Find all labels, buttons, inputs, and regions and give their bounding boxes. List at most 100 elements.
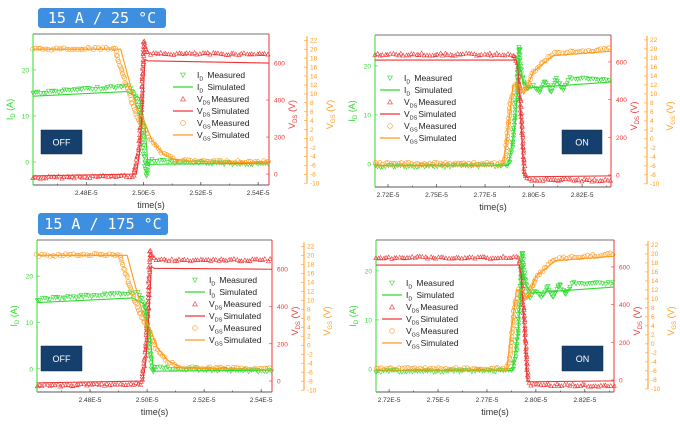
triangle-up-marker [605,177,611,183]
triangle-up-marker [419,253,425,259]
vgs-tick-label: 18 [307,262,315,269]
triangle-down-marker [532,86,539,92]
legend-subscript: GS [215,330,223,336]
legend-subscript: DS [203,113,211,119]
circle-marker [405,365,411,371]
vds-tick-label: 0 [616,172,620,179]
vgs-tick-label: 4 [307,325,311,332]
triangle-up-marker [515,254,521,260]
simulated-series [32,48,270,177]
triangle-up-marker [109,381,115,387]
vgs-tick-label: 4 [650,118,654,125]
triangle-down-marker [532,289,538,294]
vgs-tick-label: 22 [650,37,658,44]
triangle-down-marker [585,77,591,83]
triangle-down-marker [580,75,586,81]
legend-text: Measured [418,97,456,107]
triangle-down-marker [565,78,571,84]
x-tick-label: 2.52E-5 [189,190,212,197]
circle-marker [136,310,142,316]
triangle-up-marker [466,50,472,56]
legend-label: ID Simulated [209,287,257,300]
triangle-up-marker [573,177,579,183]
triangle-up-marker [434,51,440,57]
vgs-tick-label: 2 [651,332,655,339]
circle-marker [202,366,208,372]
triangle-up-marker [556,382,562,388]
triangle-up-marker [133,156,139,162]
legend-subscript: DS [203,101,211,107]
triangle-down-marker [62,296,68,301]
legend-label: VGSMeasured [404,121,457,134]
triangle-up-marker [570,381,576,387]
triangle-up-marker [545,176,551,182]
triangle-up-marker [147,247,154,253]
triangle-up-marker [200,257,206,262]
triangle-up-marker [478,51,484,57]
triangle-down-marker [77,86,83,92]
vds-tick-label: 600 [277,267,288,274]
circle-marker [39,252,45,257]
circle-marker [47,253,53,259]
axis-subscript: DS [293,115,299,123]
triangle-down-marker [82,86,88,91]
triangle-up-marker [377,52,383,58]
triangle-up-marker [207,51,213,57]
vgs-tick-label: 8 [651,305,655,312]
triangle-up-marker [529,177,535,183]
triangle-up-marker [435,254,442,260]
vgs-simulated-line [376,255,615,372]
triangle-up-marker [97,173,103,178]
axis-subscript: DS [635,116,641,124]
triangle-up-marker [95,174,101,179]
triangle-down-marker [387,75,393,82]
triangle-up-marker [139,371,145,376]
triangle-up-marker [92,173,99,179]
triangle-up-marker [244,51,250,57]
axis-symbol: V [665,125,675,131]
triangle-up-marker [496,52,503,58]
triangle-down-marker [573,281,579,287]
triangle-up-marker [526,175,532,181]
triangle-up-marker [197,51,203,56]
triangle-up-marker [210,49,217,55]
vgs-tick-label: 14 [651,278,659,285]
legend-label: VGSMeasured [406,326,459,339]
triangle-up-marker [446,255,452,261]
triangle-up-marker [60,382,66,388]
triangle-down-marker [172,161,178,166]
legend-text: Simulated [212,130,250,140]
triangle-down-marker [584,281,590,287]
triangle-down-marker [520,257,527,263]
circle-marker [71,251,76,257]
triangle-up-marker [236,52,242,57]
triangle-up-marker [550,176,556,182]
triangle-up-marker [213,256,219,262]
circle-marker [107,251,112,257]
triangle-up-marker [114,381,120,387]
legend-symbol: I [404,85,406,95]
legend-label: VDSMeasured [404,97,456,110]
circle-marker [553,257,559,262]
triangle-up-marker [179,257,186,262]
legend-text: Measured [223,299,261,309]
triangle-down-marker [516,47,523,52]
circle-marker [214,158,219,164]
triangle-down-marker [165,364,171,370]
triangle-down-marker [514,348,520,354]
simulated-series [376,255,615,383]
triangle-up-marker [261,50,268,56]
triangle-up-marker [147,255,153,261]
circle-marker [557,255,562,260]
circle-marker [134,301,140,307]
triangle-down-marker [104,292,110,298]
triangle-up-marker [144,49,150,54]
circle-marker [591,48,596,54]
triangle-up-marker [48,174,54,179]
triangle-up-marker [417,253,423,259]
triangle-up-marker [554,381,560,387]
triangle-up-marker [194,257,201,262]
legend-label: ID Measured [197,70,245,83]
panel-4: 2.72E-5 2.75E-5 2.77E-5 2.80E-5 2.82E-5 time(… [348,239,678,417]
triangle-down-marker [167,367,173,372]
